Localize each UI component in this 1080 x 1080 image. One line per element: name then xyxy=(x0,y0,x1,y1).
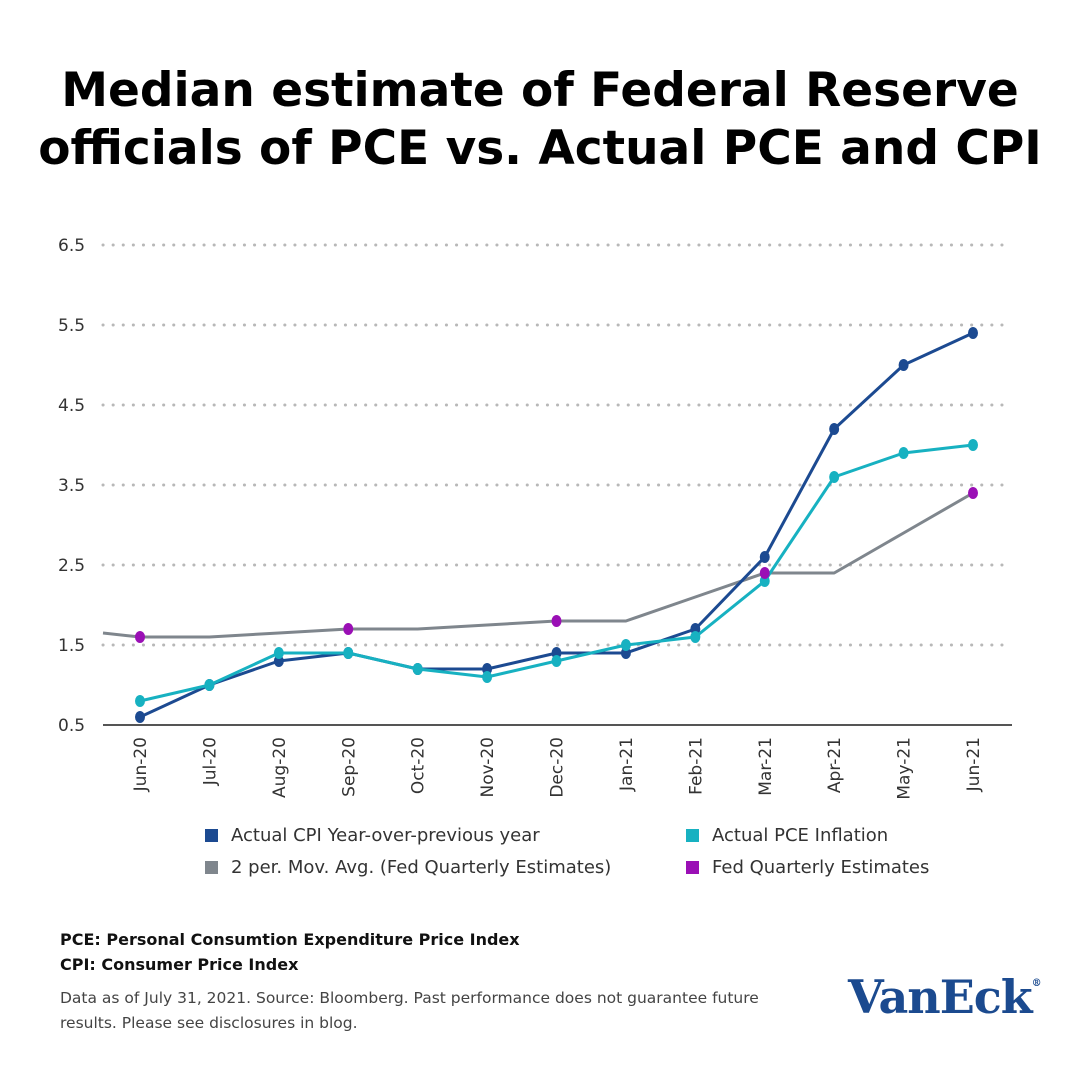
data-point xyxy=(135,631,145,643)
data-point xyxy=(343,623,354,635)
footnote-line-1: Data as of July 31, 2021. Source: Bloomb… xyxy=(60,989,759,1007)
legend-item-pce: Actual PCE Inflation xyxy=(686,825,888,846)
data-point xyxy=(968,439,978,451)
y-tick-label: 1.5 xyxy=(58,636,85,656)
data-point xyxy=(135,695,145,707)
logo-text: VanEck xyxy=(848,970,1033,1024)
data-point xyxy=(759,567,770,579)
legend-swatch xyxy=(686,829,699,842)
note-cpi: CPI: Consumer Price Index xyxy=(60,955,299,974)
x-tick-label: May-21 xyxy=(895,737,915,800)
legend-item-cpi: Actual CPI Year-over-previous year xyxy=(205,825,540,846)
x-tick-label: Mar-21 xyxy=(756,737,776,796)
footnote-line-2: results. Please see disclosures in blog. xyxy=(60,1014,358,1032)
data-point xyxy=(829,471,840,483)
legend-label: Actual PCE Inflation xyxy=(712,825,889,846)
y-tick-label: 2.5 xyxy=(58,556,85,576)
data-point xyxy=(412,663,423,675)
source-footnote: Data as of July 31, 2021. Source: Bloomb… xyxy=(60,986,820,1036)
line-chart: 0.5 1.5 2.5 3.5 4.5 5.5 6.5 Jun-20 Jul-20 Aug-20 S… xyxy=(58,236,1014,800)
data-point xyxy=(759,551,770,563)
legend-label: 2 per. Mov. Avg. (Fed Quarterly Estimate… xyxy=(231,857,612,878)
x-tick-label: Jan-21 xyxy=(617,737,637,792)
data-point xyxy=(343,647,354,659)
note-pce: PCE: Personal Consumtion Expenditure Pri… xyxy=(60,930,520,949)
y-tick-label: 4.5 xyxy=(58,396,85,416)
x-tick-label: Jun-20 xyxy=(131,737,151,792)
legend-swatch xyxy=(686,861,699,874)
y-tick-label: 6.5 xyxy=(58,236,85,256)
data-point xyxy=(690,631,701,643)
x-tick-label: Oct-20 xyxy=(409,737,429,794)
x-tick-label: Aug-20 xyxy=(270,737,290,798)
data-point xyxy=(551,615,562,627)
x-tick-label: Sep-20 xyxy=(339,737,359,797)
data-point xyxy=(204,679,215,691)
y-tick-label: 3.5 xyxy=(58,476,85,496)
data-point xyxy=(482,671,493,683)
title-line-2: officials of PCE vs. Actual PCE and CPI xyxy=(38,121,1042,176)
data-point xyxy=(829,423,840,435)
vaneck-logo: VanEck® xyxy=(848,970,1042,1024)
x-tick-label: Dec-20 xyxy=(548,737,568,798)
series-line xyxy=(102,491,974,639)
legend-label: Actual CPI Year-over-previous year xyxy=(231,825,540,846)
title-line-1: Median estimate of Federal Reserve xyxy=(61,63,1019,118)
data-point xyxy=(273,647,284,659)
data-point xyxy=(898,359,909,371)
data-point xyxy=(968,487,978,499)
data-point xyxy=(968,327,978,339)
x-tick-label: Apr-21 xyxy=(825,737,845,793)
data-point xyxy=(135,711,145,723)
y-tick-label: 0.5 xyxy=(58,716,85,736)
x-tick-label: Jun-21 xyxy=(964,737,984,792)
x-tick-label: Nov-20 xyxy=(478,737,498,798)
y-tick-label: 5.5 xyxy=(58,316,85,336)
legend-item-mov-avg: 2 per. Mov. Avg. (Fed Quarterly Estimate… xyxy=(205,857,611,878)
data-point xyxy=(898,447,909,459)
data-point xyxy=(551,655,562,667)
chart-title: Median estimate of Federal Reserve offici… xyxy=(0,62,1080,178)
data-point xyxy=(620,639,631,651)
legend-label: Fed Quarterly Estimates xyxy=(712,857,930,878)
legend-swatch xyxy=(205,861,218,874)
x-tick-label: Jul-20 xyxy=(200,737,220,786)
abbreviation-notes: PCE: Personal Consumtion Expenditure Pri… xyxy=(60,927,520,977)
legend-item-fed: Fed Quarterly Estimates xyxy=(686,857,929,878)
x-tick-label: Feb-21 xyxy=(686,737,706,795)
legend-swatch xyxy=(205,829,218,842)
